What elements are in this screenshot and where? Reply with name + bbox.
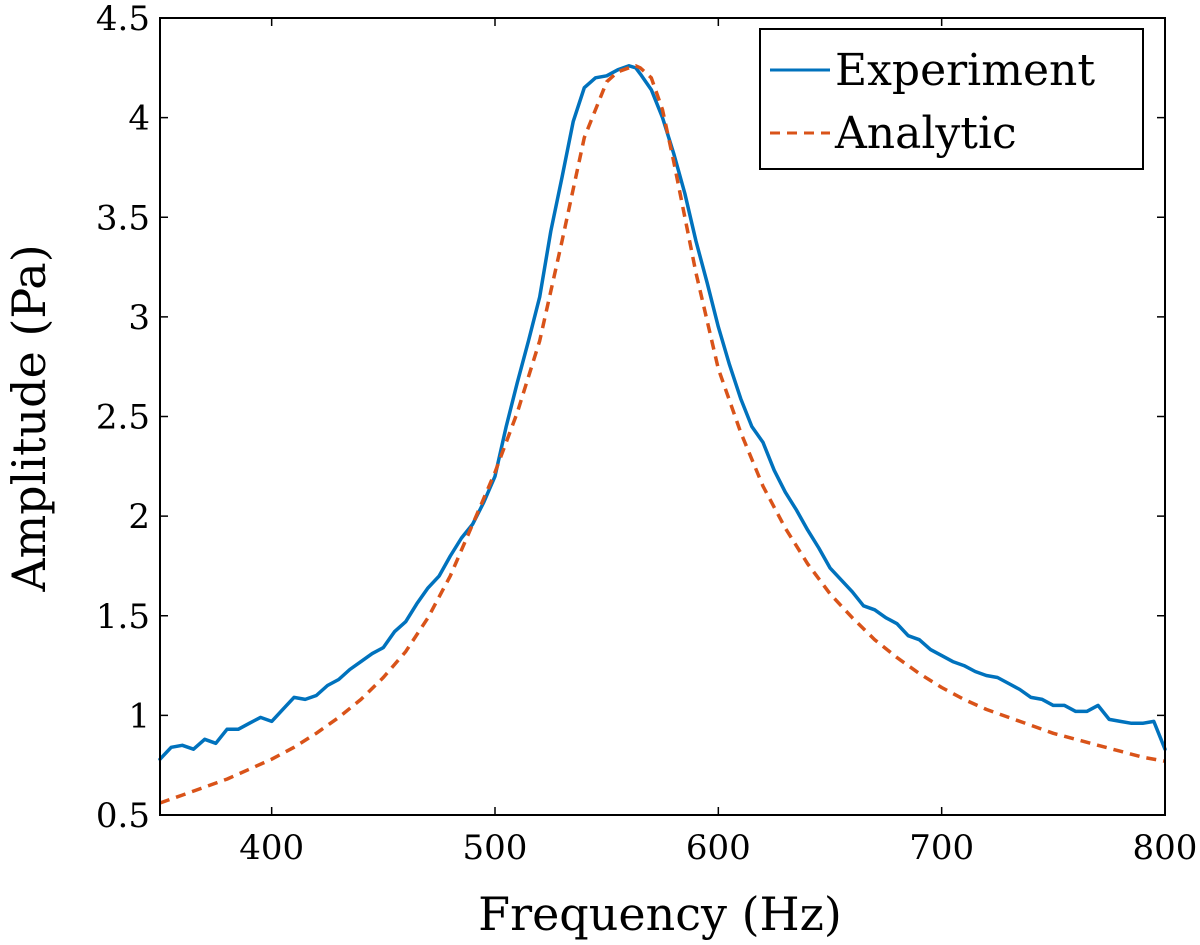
series-line-analytic [159, 64, 1166, 805]
y-tick-label: 0.5 [96, 796, 150, 836]
x-tick-label: 800 [1133, 828, 1198, 868]
legend-box [759, 28, 1144, 170]
x-tick-label: 600 [686, 828, 751, 868]
legend-label-experiment: Experiment [835, 45, 1095, 96]
y-tick-label: 3 [128, 298, 150, 338]
x-tick-label: 400 [239, 828, 304, 868]
tick-labels: 400 500 600 700 800 0.5 1 1.5 2 2.5 3 3.5 4 4.5 [96, 0, 1198, 868]
series-line-experiment [158, 64, 1167, 761]
x-axis-title: Frequency (Hz) [478, 887, 842, 941]
y-tick-label: 1.5 [96, 597, 150, 637]
legend-label-analytic: Analytic [834, 108, 1017, 159]
y-tick-label: 3.5 [96, 198, 150, 238]
series-layer [158, 64, 1167, 805]
plot-area-frame [159, 17, 1166, 816]
y-tick-label: 4.5 [96, 0, 150, 39]
x-tick-label: 700 [909, 828, 974, 868]
legend: Experiment Analytic [759, 28, 1144, 170]
y-tick-label: 2.5 [96, 398, 150, 438]
y-axis-title: Amplitude (Pa) [2, 244, 56, 592]
y-tick-label: 4 [128, 99, 150, 139]
y-tick-label: 2 [128, 497, 150, 537]
y-tick-label: 1 [128, 696, 150, 736]
x-tick-label: 500 [463, 828, 528, 868]
